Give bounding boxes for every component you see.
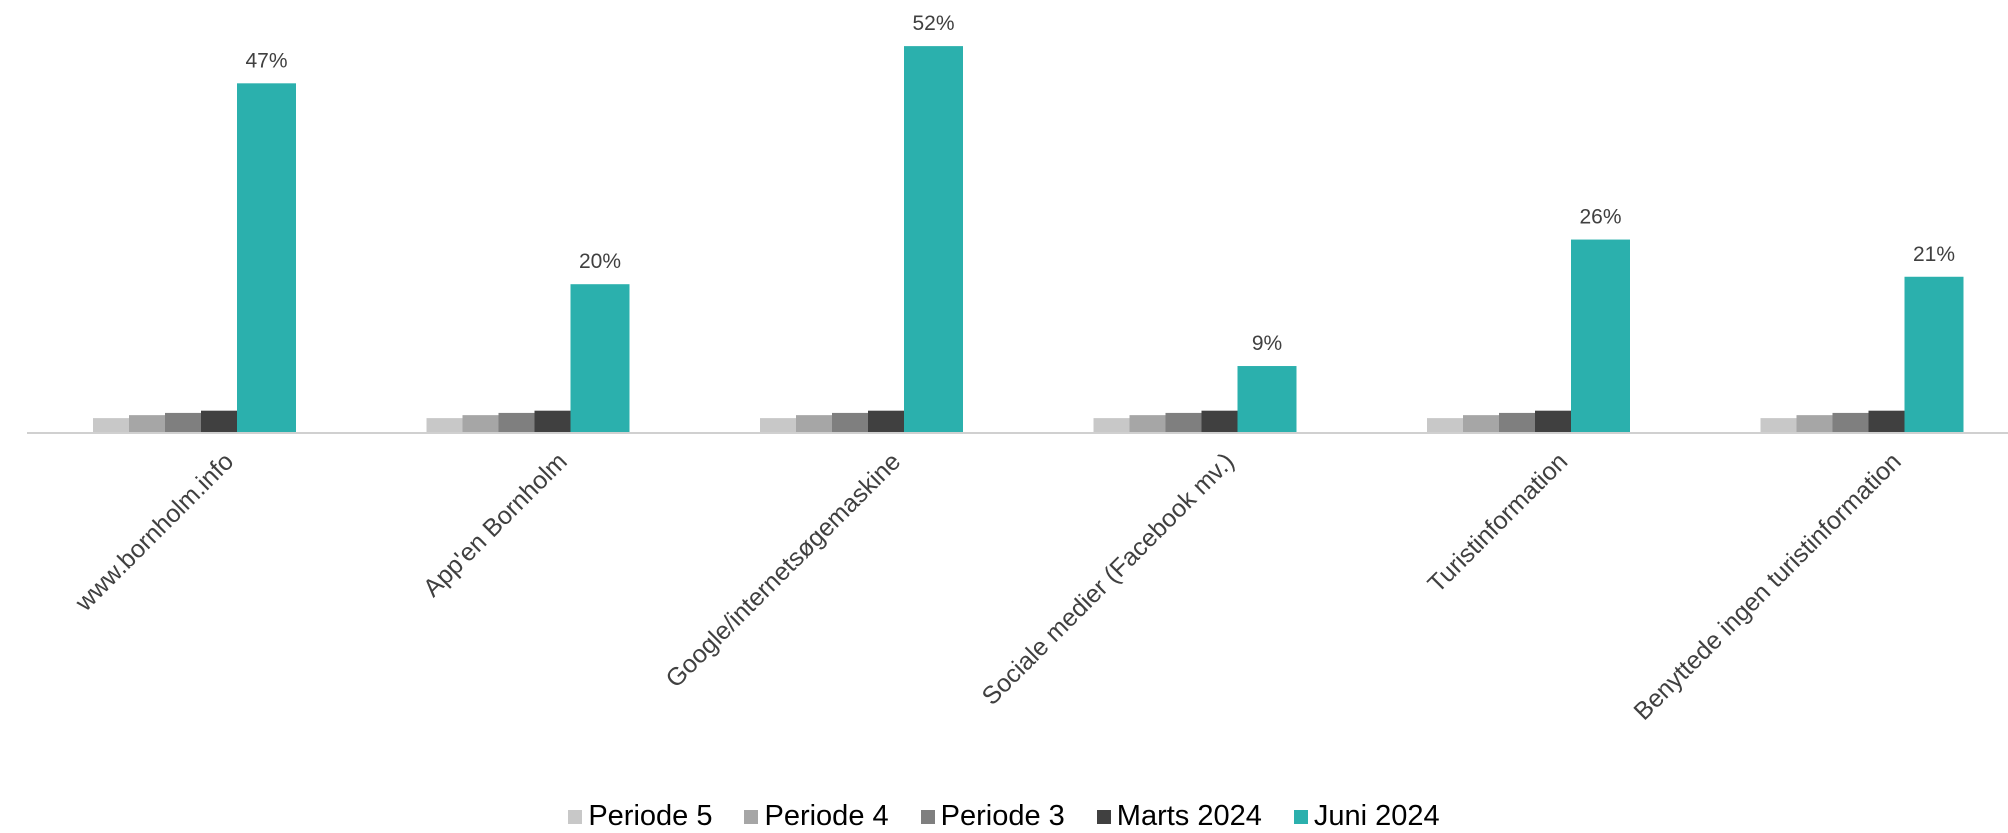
legend-item-0: Periode 5 — [568, 800, 712, 833]
data-label-4: 26% — [1579, 206, 1621, 229]
legend-swatch-3 — [1096, 809, 1111, 824]
bar-periode-4-0 — [129, 415, 165, 433]
legend-swatch-2 — [920, 809, 935, 824]
category-label-2: Google/internetsøgemaskine — [660, 447, 906, 693]
bar-periode-5-5 — [1760, 418, 1797, 433]
legend-label-0: Periode 5 — [588, 800, 713, 832]
bar-juni-2024-0 — [237, 83, 296, 433]
bar-juni-2024-5 — [1904, 276, 1964, 433]
category-label-1: App'en Bornholm — [418, 447, 573, 602]
legend-swatch-4 — [1293, 809, 1308, 824]
bar-periode-4-5 — [1796, 415, 1833, 433]
chart-legend: Periode 5 Periode 4 Periode 3 Marts 2024 Jun… — [0, 800, 2008, 833]
category-label-3: Sociale medier (Facebook mv.) — [977, 447, 1240, 710]
bar-periode-5-0 — [93, 418, 129, 433]
category-label-4: Turistinformation — [1422, 447, 1573, 598]
labels-layer: 47% www.bornholm.info 20% App'en Bornholm 52… — [69, 12, 1955, 726]
bar-juni-2024-3 — [1237, 366, 1297, 433]
legend-label-4: Juni 2024 — [1313, 800, 1440, 832]
bars-layer — [93, 46, 1964, 434]
legend-label-2: Periode 3 — [940, 800, 1065, 832]
legend-item-2: Periode 3 — [920, 800, 1065, 833]
bar-periode-4-2 — [796, 415, 832, 433]
legend-item-3: Marts 2024 — [1096, 800, 1262, 833]
bar-periode-5-1 — [426, 418, 463, 433]
category-label-0: www.bornholm.info — [69, 447, 239, 617]
bar-periode-3-0 — [165, 412, 201, 433]
legend-label-1: Periode 4 — [764, 800, 889, 832]
bar-periode-4-3 — [1129, 415, 1166, 433]
legend-swatch-1 — [744, 809, 759, 824]
bar-juni-2024-1 — [570, 284, 630, 433]
bar-periode-3-2 — [832, 412, 868, 433]
bar-juni-2024-4 — [1571, 239, 1630, 433]
bar-periode-4-1 — [462, 415, 499, 433]
bar-periode-3-3 — [1165, 412, 1202, 433]
bar-juni-2024-2 — [904, 46, 963, 434]
bar-marts-2024-4 — [1535, 410, 1571, 433]
category-label-5: Benyttede ingen turistinformation — [1628, 447, 1906, 725]
data-label-1: 20% — [579, 250, 621, 273]
bar-chart: 47% www.bornholm.info 20% App'en Bornholm 52… — [27, 12, 2008, 726]
bar-marts-2024-0 — [201, 410, 237, 433]
bar-periode-4-4 — [1463, 415, 1499, 433]
bar-periode-5-3 — [1093, 418, 1130, 433]
legend-swatch-0 — [568, 809, 583, 824]
data-label-3: 9% — [1252, 332, 1282, 355]
bar-periode-5-2 — [760, 418, 796, 433]
bar-marts-2024-2 — [868, 410, 904, 433]
data-label-0: 47% — [245, 49, 287, 72]
bar-periode-3-5 — [1832, 412, 1869, 433]
bar-marts-2024-3 — [1201, 410, 1238, 433]
data-label-5: 21% — [1913, 243, 1955, 266]
bar-marts-2024-5 — [1868, 410, 1905, 433]
bar-periode-5-4 — [1427, 418, 1463, 433]
bar-periode-3-4 — [1499, 412, 1535, 433]
legend-item-1: Periode 4 — [744, 800, 889, 833]
bar-periode-3-1 — [498, 412, 535, 433]
data-label-2: 52% — [912, 12, 954, 35]
bar-marts-2024-1 — [534, 410, 571, 433]
legend-item-4: Juni 2024 — [1293, 800, 1440, 833]
legend-label-3: Marts 2024 — [1116, 800, 1262, 832]
